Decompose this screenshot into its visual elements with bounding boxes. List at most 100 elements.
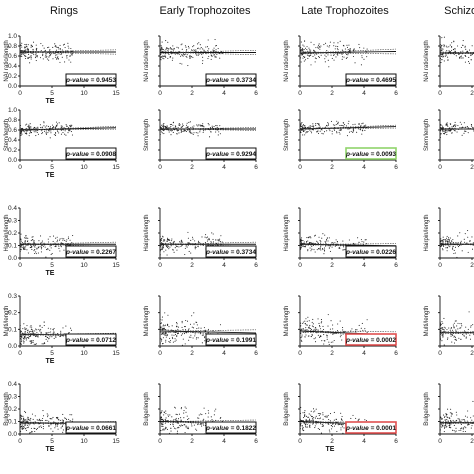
data-point: [187, 126, 189, 128]
data-point: [451, 341, 453, 343]
data-point: [165, 249, 167, 251]
data-point: [306, 126, 309, 129]
data-point: [309, 426, 311, 428]
data-point: [45, 54, 47, 56]
data-point: [177, 326, 180, 328]
data-point: [299, 417, 301, 419]
data-point: [457, 246, 460, 248]
x-tick-label: 6: [254, 350, 258, 357]
data-point: [159, 58, 161, 60]
data-point: [332, 333, 334, 336]
data-point: [44, 56, 46, 58]
x-axis-label: TE: [326, 446, 335, 453]
data-point: [449, 412, 451, 414]
data-point: [177, 332, 179, 335]
data-point: [450, 415, 452, 417]
data-point: [174, 247, 176, 249]
data-point: [209, 136, 211, 138]
data-point: [301, 242, 303, 244]
data-point: [194, 248, 196, 250]
data-point: [207, 416, 209, 418]
data-point: [303, 55, 305, 58]
data-point: [339, 124, 341, 127]
data-point: [300, 339, 302, 341]
pvalue-box: [205, 421, 257, 434]
data-point: [163, 122, 165, 125]
data-point: [341, 56, 344, 58]
data-point: [185, 425, 187, 427]
data-point: [331, 428, 333, 430]
data-point: [165, 413, 167, 415]
x-tick-label: 0: [158, 262, 162, 269]
pvalue-label: p-value = 0.1991: [205, 337, 256, 344]
data-point: [318, 55, 320, 58]
data-point: [33, 343, 35, 345]
data-point: [62, 413, 64, 415]
data-point: [164, 427, 166, 429]
data-point: [190, 336, 192, 338]
data-point: [366, 319, 368, 321]
data-point: [445, 124, 447, 126]
data-point: [41, 247, 43, 249]
data-point: [314, 327, 316, 329]
data-point: [182, 338, 184, 340]
confidence-band-upper: [19, 49, 117, 52]
data-point: [53, 331, 55, 333]
data-point: [311, 248, 313, 250]
data-point: [439, 136, 441, 139]
data-point: [342, 329, 344, 331]
data-point: [43, 47, 45, 49]
data-point: [162, 342, 164, 345]
confidence-band-lower: [439, 53, 474, 55]
data-point: [45, 130, 47, 132]
data-point: [19, 54, 21, 56]
data-point: [197, 245, 199, 247]
x-tick-label: 2: [190, 350, 194, 357]
data-point: [336, 48, 338, 50]
data-point: [55, 417, 57, 419]
data-point: [162, 235, 164, 237]
data-point: [45, 249, 48, 251]
data-point: [301, 122, 303, 124]
data-point: [203, 327, 205, 329]
data-point: [447, 56, 449, 58]
confidence-band-upper: [159, 329, 257, 332]
data-point: [442, 335, 444, 337]
data-point: [192, 56, 194, 59]
data-point: [311, 334, 313, 336]
pvalue-value: 0.0661: [96, 425, 116, 432]
data-point: [456, 414, 458, 416]
data-point: [26, 427, 28, 429]
data-point: [160, 57, 162, 59]
data-point: [55, 45, 57, 47]
data-point: [44, 246, 46, 248]
data-point: [325, 124, 328, 127]
data-point: [162, 428, 164, 430]
pvalue-label: p-value = 0.0093: [345, 151, 396, 158]
data-point: [170, 134, 172, 136]
data-point: [310, 335, 312, 337]
data-point: [462, 39, 464, 42]
data-point: [324, 234, 326, 236]
data-point: [200, 47, 202, 49]
data-point: [190, 334, 192, 336]
data-point: [31, 342, 33, 344]
data-point: [316, 332, 318, 334]
data-point: [302, 322, 304, 325]
data-point: [360, 327, 362, 329]
data-point: [161, 419, 163, 421]
data-point: [301, 49, 303, 51]
data-point: [360, 239, 362, 241]
data-point: [26, 127, 28, 129]
data-point: [327, 325, 329, 327]
data-point: [201, 62, 204, 64]
data-point: [445, 240, 447, 242]
data-point: [20, 233, 22, 235]
data-point: [449, 426, 451, 428]
confidence-band-lower: [439, 332, 474, 335]
data-point: [26, 418, 28, 420]
data-point: [470, 417, 472, 419]
data-point: [170, 427, 172, 429]
data-point: [47, 129, 49, 131]
data-point: [307, 50, 309, 52]
